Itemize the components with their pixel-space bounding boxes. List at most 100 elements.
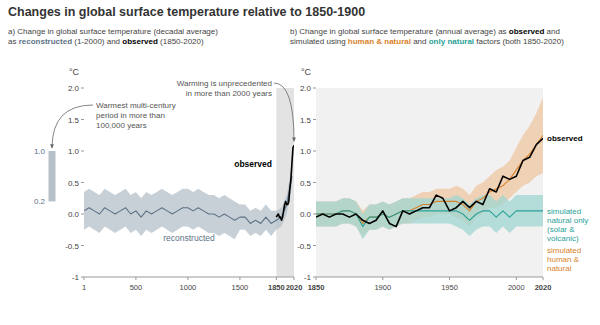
series-line <box>276 145 294 220</box>
y-tick <box>81 151 84 152</box>
annotation-text-line: period in more than <box>96 111 165 120</box>
panel-title-part: observed <box>509 27 545 36</box>
x-tick <box>187 277 188 280</box>
series-label-line: simulated <box>547 207 581 216</box>
annotation-arrow <box>52 105 93 148</box>
annotation-text-line: Warmest multi-century <box>96 101 176 110</box>
y-tick-label: 1.0 <box>300 147 312 156</box>
y-tick-label: 0.5 <box>68 179 80 188</box>
x-tick-label: 1500 <box>232 283 249 292</box>
annotation-text-line: 100,000 years <box>96 121 147 130</box>
panel-title-part: (1850-2020) <box>158 37 204 46</box>
y-tick-label: 1.0 <box>68 147 80 156</box>
x-tick-label: 2020 <box>286 283 303 292</box>
annotation-text: Warming is unprecedentedin more than 200… <box>177 79 272 98</box>
x-tick <box>276 277 277 280</box>
range-label: 0.2 <box>34 197 46 206</box>
panel-title-part: simulated using <box>290 37 348 46</box>
series-label-line: observed <box>547 134 583 143</box>
y-tick-label: 0.5 <box>300 179 312 188</box>
y-tick-label: -0.5 <box>297 242 311 251</box>
series-label-line: simulated <box>547 246 581 255</box>
y-tick-label: -0.5 <box>65 242 79 251</box>
annotation-text-line: Warming is unprecedented <box>177 79 272 88</box>
annotation-text-line: in more than 2000 years <box>186 89 272 98</box>
series-label: simulatednatural only(solar &volcanic) <box>547 207 588 243</box>
y-tick-label: 0.0 <box>300 210 312 219</box>
x-tick-label: 1000 <box>180 283 197 292</box>
axis-label: °C <box>69 67 80 77</box>
panel-title-part: and <box>544 27 560 36</box>
x-axis-line <box>316 277 543 278</box>
y-tick <box>313 182 316 183</box>
x-tick-label: 1 <box>82 283 86 292</box>
x-tick <box>516 277 517 280</box>
panel-title-part: (1-2000) and <box>72 37 122 46</box>
y-tick <box>81 245 84 246</box>
x-tick <box>294 277 295 280</box>
x-tick-label: 1900 <box>374 283 391 292</box>
x-tick-label: 1850 <box>308 283 325 292</box>
annotation-arrow <box>274 83 294 141</box>
y-tick-label: 1.5 <box>68 116 80 125</box>
panel-title-part: only natural <box>429 37 474 46</box>
y-tick <box>81 88 84 89</box>
y-tick-label: 2.0 <box>68 84 80 93</box>
x-tick <box>543 277 544 280</box>
panel-title-part: human & natural <box>348 37 411 46</box>
panel-title-part: and <box>411 37 429 46</box>
x-tick-label: 2000 <box>508 283 525 292</box>
panel-title-part: observed <box>122 37 158 46</box>
x-tick-label: 1950 <box>441 283 458 292</box>
x-tick-label: 500 <box>130 283 143 292</box>
panel-title-part: b) Change in global surface temperature … <box>290 27 509 36</box>
y-tick-label: 1.5 <box>300 116 312 125</box>
series-label: observed <box>547 134 583 143</box>
panel-title: simulated using human & natural and only… <box>290 37 564 46</box>
series-label-line: volcanic) <box>547 234 579 243</box>
y-tick-label: -1 <box>72 273 80 282</box>
y-tick <box>313 214 316 215</box>
series-label: observed <box>234 159 272 169</box>
axis-label: °C <box>301 67 312 77</box>
y-tick <box>81 214 84 215</box>
x-tick-label: 2020 <box>535 283 552 292</box>
x-tick <box>84 277 85 280</box>
figure: Changes in global surface temperature re… <box>0 0 600 325</box>
panel-title: a) Change in global surface temperature … <box>8 27 218 36</box>
y-tick <box>81 119 84 120</box>
y-tick-label: 0.0 <box>68 210 80 219</box>
plot-area <box>316 97 543 239</box>
x-tick <box>135 277 136 280</box>
plot-area <box>84 145 294 239</box>
x-tick <box>316 277 317 280</box>
range-label: 1.0 <box>34 147 46 156</box>
panel-title: as reconstructed (1-2000) and observed (… <box>8 37 204 46</box>
x-axis-line <box>84 277 294 278</box>
annotation-text: Warmest multi-centuryperiod in more than… <box>96 101 176 130</box>
series-label-line: (solar & <box>547 225 575 234</box>
series-label: simulatedhuman &natural <box>547 246 581 273</box>
y-tick <box>313 245 316 246</box>
panel-title-part: as <box>8 37 19 46</box>
x-tick <box>382 277 383 280</box>
y-tick <box>313 151 316 152</box>
series-label-line: natural <box>547 264 572 273</box>
series-line <box>84 176 292 223</box>
series-line <box>316 211 543 227</box>
y-tick <box>81 182 84 183</box>
panel-title-part: factors (both 1850-2020) <box>474 37 564 46</box>
series-label-line: human & <box>547 255 580 264</box>
series-line <box>316 138 543 226</box>
uncertainty-band <box>84 167 292 239</box>
series-label: reconstructed <box>163 233 215 243</box>
panel-title-part: reconstructed <box>19 37 72 46</box>
series-label-line: natural only <box>547 216 588 225</box>
panel-title-part: a) Change in global surface temperature … <box>8 27 218 36</box>
x-tick <box>239 277 240 280</box>
y-tick-label: -1 <box>304 273 312 282</box>
y-tick-label: 2.0 <box>300 84 312 93</box>
main-title: Changes in global surface temperature re… <box>8 5 365 19</box>
panel-title: b) Change in global surface temperature … <box>290 27 560 36</box>
y-tick <box>313 88 316 89</box>
